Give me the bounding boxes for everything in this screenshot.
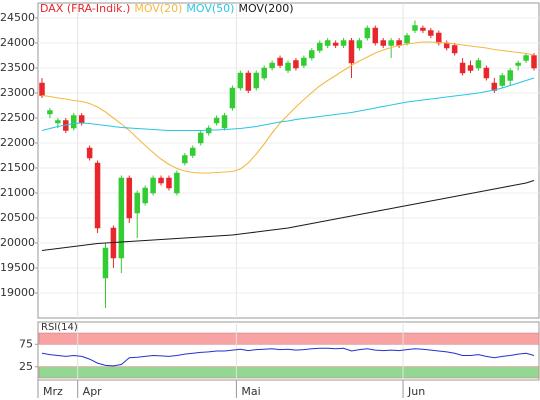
y-tick-label: 19500 xyxy=(0,261,35,274)
candle-body xyxy=(190,147,196,156)
candle-body xyxy=(70,115,77,129)
candle-body xyxy=(102,247,109,279)
candle-body xyxy=(55,120,61,124)
candle-body xyxy=(348,40,355,64)
candle-body xyxy=(372,27,379,44)
main-panel xyxy=(37,2,540,319)
candle-body xyxy=(356,40,363,49)
x-tick-label: Mai xyxy=(241,385,260,398)
candle-body xyxy=(436,32,442,44)
candle-body xyxy=(174,172,180,194)
candle-body xyxy=(523,55,529,61)
candle-body xyxy=(499,75,506,86)
y-tick-label: 19000 xyxy=(0,286,35,299)
candle-body xyxy=(253,72,260,89)
moving-average-line xyxy=(41,77,535,132)
legend-entry: DAX (FRA-Indik.) xyxy=(40,2,130,15)
candle-body xyxy=(237,72,244,89)
y-tick-label: 21000 xyxy=(0,186,35,199)
candle-body xyxy=(316,42,323,51)
candle-body xyxy=(459,62,466,74)
candle-body xyxy=(126,177,133,219)
candle-body xyxy=(166,177,172,189)
candle-body xyxy=(94,162,101,229)
candle-body xyxy=(293,60,299,69)
y-tick-label: 75 xyxy=(19,337,33,350)
panel-title: RSI(14) xyxy=(41,322,78,333)
candle-body xyxy=(158,177,164,184)
moving-average-line xyxy=(41,41,535,174)
candle-body xyxy=(332,42,339,46)
candle-body xyxy=(324,40,331,46)
y-tick-label: 21500 xyxy=(0,161,35,174)
y-tick-label: 23000 xyxy=(0,86,35,99)
y-tick-label: 20500 xyxy=(0,211,35,224)
candle-body xyxy=(404,35,410,44)
candle-body xyxy=(86,147,93,159)
y-tick-label: 23500 xyxy=(0,61,35,74)
candle-body xyxy=(118,177,125,259)
candle-body xyxy=(277,57,283,66)
candle-body xyxy=(467,65,474,71)
y-tick-label: 20000 xyxy=(0,236,35,249)
candle-body xyxy=(221,115,228,129)
candle-body xyxy=(420,27,426,31)
candle-body xyxy=(364,27,371,39)
y-tick-label: 25 xyxy=(19,360,33,373)
legend-entry: MOV(20) xyxy=(134,2,182,15)
candle-body xyxy=(245,72,252,91)
rsi-band xyxy=(38,332,540,345)
y-tick-label: 24500 xyxy=(0,11,35,24)
legend-entry: MOV(50) xyxy=(186,2,234,15)
rsi-band xyxy=(38,366,540,379)
candle-body xyxy=(301,57,307,66)
candle-body xyxy=(309,50,315,59)
candle-body xyxy=(229,87,236,109)
rsi-line xyxy=(41,347,535,367)
y-tick-label: 24000 xyxy=(0,36,35,49)
candle-body xyxy=(285,62,291,71)
candle-body xyxy=(78,115,85,124)
candle-body xyxy=(39,82,45,96)
candle-body xyxy=(451,45,458,54)
candle-body xyxy=(142,187,148,204)
candle-body xyxy=(213,117,220,124)
candle-body xyxy=(197,132,204,144)
candle-body xyxy=(507,70,513,81)
candle-body xyxy=(261,67,267,79)
candle-body xyxy=(531,55,537,69)
candle-body xyxy=(483,67,490,79)
candle-body xyxy=(134,192,140,214)
candle-body xyxy=(340,40,347,46)
candle-body xyxy=(380,40,386,46)
candle-body xyxy=(475,60,482,69)
x-tick-label: Mrz xyxy=(43,385,63,398)
moving-average-line xyxy=(41,179,535,252)
x-tick-label: Jun xyxy=(407,385,425,398)
candle-body xyxy=(182,155,188,164)
candle-body xyxy=(269,62,275,69)
legend-entry: MOV(200) xyxy=(238,2,293,15)
candle-body xyxy=(412,25,418,31)
candle-body xyxy=(150,177,156,194)
candle-body xyxy=(428,30,434,36)
candle-body xyxy=(47,110,53,115)
x-tick-label: Apr xyxy=(83,385,103,398)
y-tick-label: 22000 xyxy=(0,136,35,149)
candle-body xyxy=(388,40,394,46)
candle-body xyxy=(515,62,521,66)
y-tick-label: 22500 xyxy=(0,111,35,124)
